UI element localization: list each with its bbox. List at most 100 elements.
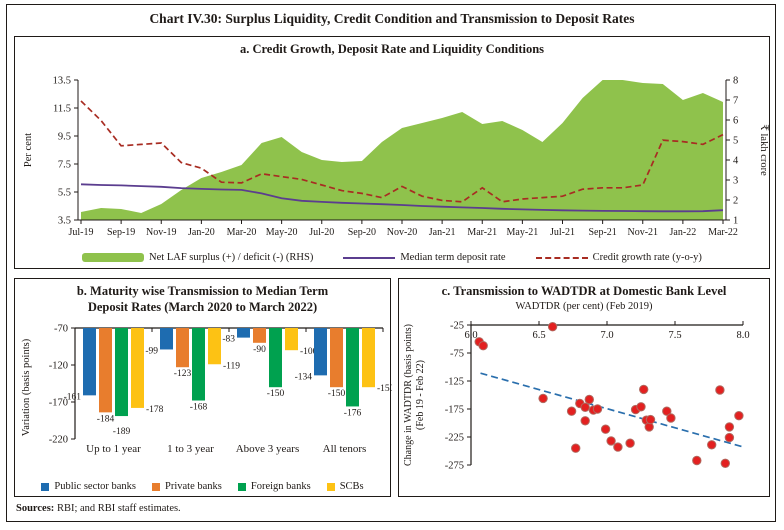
svg-text:7: 7 xyxy=(733,95,738,106)
legend-label-laf: Net LAF surplus (+) / deficit (-) (RHS) xyxy=(149,252,314,263)
svg-text:₹ lakh crore: ₹ lakh crore xyxy=(758,124,769,176)
legend-label-credit: Credit growth rate (y-o-y) xyxy=(592,252,702,263)
svg-text:Nov-20: Nov-20 xyxy=(387,227,418,238)
svg-text:9.5: 9.5 xyxy=(58,131,71,142)
legend-item-credit: Credit growth rate (y-o-y) xyxy=(535,252,702,263)
svg-text:8: 8 xyxy=(733,75,738,86)
svg-text:-220: -220 xyxy=(49,435,68,446)
svg-text:6.0: 6.0 xyxy=(464,330,477,341)
scb-swatch xyxy=(326,482,335,491)
svg-text:7.5: 7.5 xyxy=(58,159,71,170)
svg-text:-225: -225 xyxy=(445,432,464,443)
svg-text:11.5: 11.5 xyxy=(53,103,71,114)
svg-text:-125: -125 xyxy=(445,376,464,387)
svg-text:All tenors: All tenors xyxy=(323,443,367,455)
svg-text:-189: -189 xyxy=(113,427,131,437)
panel-b: b. Maturity wise Transmission to Median … xyxy=(14,278,392,497)
sources-text: RBI; and RBI staff estimates. xyxy=(54,503,181,514)
svg-text:1: 1 xyxy=(733,215,738,226)
legend-item-private: Private banks xyxy=(152,481,222,492)
panel-b-title-line2: Deposit Rates (March 2020 to March 2022) xyxy=(87,299,318,314)
legend-label-private: Private banks xyxy=(165,481,222,492)
svg-text:Mar-21: Mar-21 xyxy=(467,227,497,238)
panel-a-title: a. Credit Growth, Deposit Rate and Liqui… xyxy=(239,42,545,56)
legend-label-deposit: Median term deposit rate xyxy=(400,252,506,263)
svg-text:(Feb 19 - Feb 22): (Feb 19 - Feb 22) xyxy=(415,360,426,430)
svg-text:-150: -150 xyxy=(328,389,346,399)
svg-text:3.5: 3.5 xyxy=(58,215,71,226)
svg-text:-170: -170 xyxy=(49,398,68,409)
svg-text:-83: -83 xyxy=(222,335,235,345)
legend-item-foreign: Foreign banks xyxy=(237,481,311,492)
svg-text:-150: -150 xyxy=(377,384,392,394)
svg-text:Jan-20: Jan-20 xyxy=(188,227,215,238)
svg-text:Per cent: Per cent xyxy=(23,132,34,166)
svg-text:Sep-21: Sep-21 xyxy=(588,227,616,238)
panel-c-plot: 6.0 6.5 7.0 7.5 8.0 -25 -75 -125 -175 -225 -275 Cha… xyxy=(403,320,750,471)
svg-text:-100: -100 xyxy=(300,347,318,357)
svg-text:-134: -134 xyxy=(295,373,313,383)
svg-text:Nov-21: Nov-21 xyxy=(627,227,658,238)
legend-label-psb: Public sector banks xyxy=(54,481,137,492)
legend-item-laf: Net LAF surplus (+) / deficit (-) (RHS) xyxy=(82,252,313,263)
legend-label-foreign: Foreign banks xyxy=(250,481,311,492)
svg-text:6.5: 6.5 xyxy=(532,330,545,341)
private-swatch xyxy=(152,482,161,491)
psb-swatch xyxy=(41,482,50,491)
legend-item-scb: SCBs xyxy=(326,481,364,492)
svg-text:Up to 1 year: Up to 1 year xyxy=(86,443,141,455)
svg-text:May-20: May-20 xyxy=(266,227,298,238)
panel-b-plot: -70 -120 -170 -220 Up to 1 year -161 -184 -189 -… xyxy=(21,324,392,456)
svg-text:Above 3 years: Above 3 years xyxy=(236,443,300,455)
svg-text:Sep-19: Sep-19 xyxy=(107,227,135,238)
svg-text:Jan-21: Jan-21 xyxy=(429,227,456,238)
laf-area-swatch xyxy=(82,253,145,262)
svg-text:-75: -75 xyxy=(450,348,464,359)
svg-text:Mar-22: Mar-22 xyxy=(708,227,738,238)
svg-text:3: 3 xyxy=(733,175,738,186)
panel-b-title-line1: b. Maturity wise Transmission to Median … xyxy=(76,284,329,298)
sources-note: Sources: RBI; and RBI staff estimates. xyxy=(16,503,181,514)
svg-text:-70: -70 xyxy=(54,324,68,335)
legend-item-psb: Public sector banks xyxy=(41,481,136,492)
foreign-swatch xyxy=(237,482,246,491)
panel-c-xaxis-title: WADTDR (per cent) (Feb 2019) xyxy=(515,300,653,312)
svg-text:7.5: 7.5 xyxy=(668,330,681,341)
credit-line-swatch xyxy=(535,256,588,259)
legend-label-scb: SCBs xyxy=(339,481,364,492)
svg-text:-120: -120 xyxy=(49,361,68,372)
svg-text:-99: -99 xyxy=(145,347,158,357)
svg-text:5: 5 xyxy=(733,135,738,146)
svg-text:-119: -119 xyxy=(223,362,240,372)
svg-text:-275: -275 xyxy=(445,460,464,471)
svg-text:8.0: 8.0 xyxy=(736,330,749,341)
svg-text:Nov-19: Nov-19 xyxy=(146,227,177,238)
svg-text:-25: -25 xyxy=(450,320,464,331)
panel-c-title: c. Transmission to WADTDR at Domestic Ba… xyxy=(441,284,727,298)
svg-text:Jul-19: Jul-19 xyxy=(69,227,94,238)
legend-item-deposit: Median term deposit rate xyxy=(343,252,506,263)
panel-a-legend: Net LAF surplus (+) / deficit (-) (RHS) … xyxy=(15,252,769,263)
figure-border xyxy=(6,4,776,522)
svg-text:13.5: 13.5 xyxy=(53,75,71,86)
deposit-line-swatch xyxy=(343,256,396,259)
svg-text:Sep-20: Sep-20 xyxy=(348,227,376,238)
figure-title: Chart IV.30: Surplus Liquidity, Credit C… xyxy=(149,11,635,26)
panel-a: a. Credit Growth, Deposit Rate and Liqui… xyxy=(14,36,770,269)
sources-label: Sources: xyxy=(16,503,55,514)
panel-c: c. Transmission to WADTDR at Domestic Ba… xyxy=(398,278,770,497)
svg-text:-184: -184 xyxy=(97,415,115,425)
svg-text:May-21: May-21 xyxy=(507,227,539,238)
svg-text:-175: -175 xyxy=(445,404,464,415)
svg-text:Variation (basis points): Variation (basis points) xyxy=(21,339,32,437)
svg-text:-150: -150 xyxy=(267,389,285,399)
svg-text:-176: -176 xyxy=(344,409,362,419)
panel-b-title: b. Maturity wise Transmission to Median … xyxy=(15,284,390,315)
svg-text:2: 2 xyxy=(733,195,738,206)
svg-text:4: 4 xyxy=(733,155,739,166)
svg-text:6: 6 xyxy=(733,115,738,126)
svg-text:-90: -90 xyxy=(253,345,266,355)
svg-text:5.5: 5.5 xyxy=(58,187,71,198)
svg-text:Mar-20: Mar-20 xyxy=(227,227,257,238)
panel-b-legend: Public sector banks Private banks Foreig… xyxy=(15,481,390,492)
